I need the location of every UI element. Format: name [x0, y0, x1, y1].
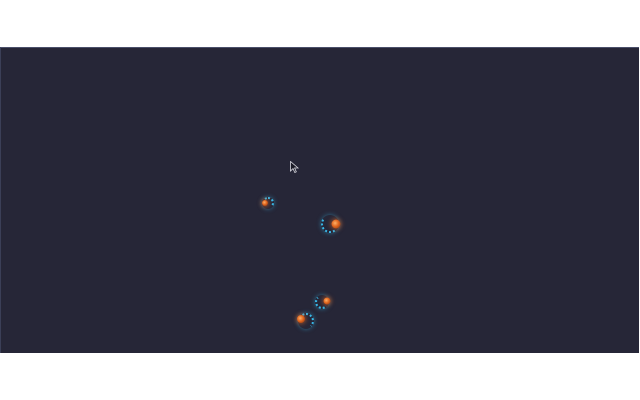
- arrow-cursor-icon: [290, 161, 300, 173]
- orbit-ring-icon: [298, 313, 314, 329]
- core-icon: [262, 200, 268, 206]
- game-canvas[interactable]: [0, 47, 639, 353]
- core-icon: [297, 315, 305, 323]
- orbit-ring-icon: [262, 197, 274, 209]
- core-icon: [323, 297, 331, 305]
- core-icon: [331, 219, 341, 229]
- orbit-ring-icon: [321, 215, 339, 233]
- orbit-ring-icon: [315, 295, 329, 309]
